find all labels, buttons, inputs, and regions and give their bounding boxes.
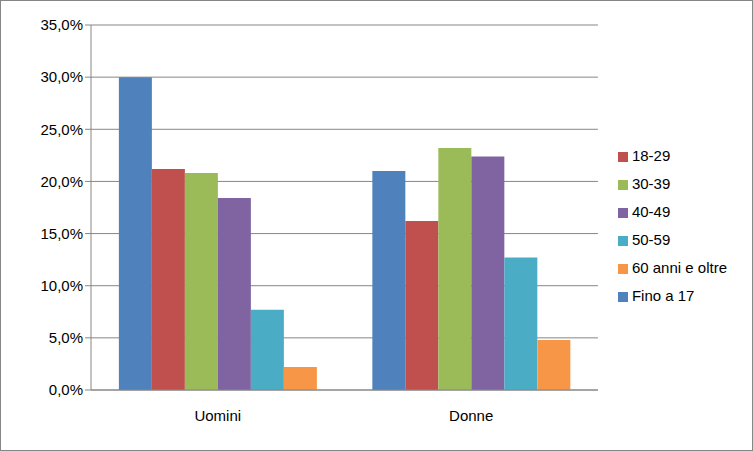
html-text:50-59: 50-59 (631, 230, 671, 248)
svg-text:15,0%: 15,0% (40, 225, 83, 242)
svg-text:20,0%: 20,0% (40, 173, 83, 190)
html-text:60 anni e oltre: 60 anni e oltre (631, 258, 727, 276)
svg-text:0,0%: 0,0% (49, 381, 83, 398)
html-text:Fino a 17: Fino a 17 (631, 286, 695, 304)
svg-text:Uomini: Uomini (194, 407, 241, 424)
svg-text:35,0%: 35,0% (40, 16, 83, 33)
svg-text:Donne: Donne (449, 407, 493, 424)
svg-text:5,0%: 5,0% (49, 329, 83, 346)
html-text:40-49: 40-49 (631, 202, 671, 220)
svg-text:25,0%: 25,0% (40, 121, 83, 138)
svg-text:10,0%: 10,0% (40, 277, 83, 294)
svg-text:30,0%: 30,0% (40, 68, 83, 85)
html-text:18-29: 18-29 (631, 146, 671, 164)
html-text:30-39: 30-39 (631, 174, 671, 192)
